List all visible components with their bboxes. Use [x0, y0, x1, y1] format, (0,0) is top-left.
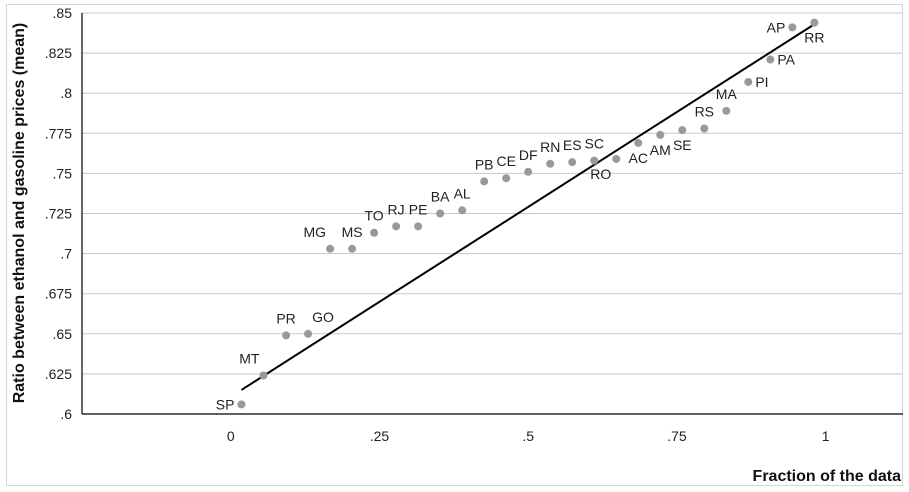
- point-label: MG: [304, 224, 327, 240]
- y-tick-label: .6: [60, 406, 72, 422]
- point-label: DF: [519, 147, 538, 163]
- point-label: AP: [767, 19, 786, 35]
- data-point: [810, 18, 819, 27]
- point-label: GO: [312, 309, 334, 325]
- point-label: AM: [650, 142, 671, 158]
- data-point: [348, 244, 357, 253]
- data-point: [237, 400, 246, 409]
- point-label: PE: [409, 201, 428, 217]
- data-point: [524, 167, 533, 176]
- data-point: [414, 222, 423, 231]
- y-tick-label: .725: [45, 206, 72, 222]
- point-label: PB: [475, 156, 494, 172]
- point-label: MS: [342, 224, 363, 240]
- data-point: [436, 209, 445, 218]
- x-tick-label: 0: [227, 428, 235, 444]
- gridlines: [82, 12, 903, 375]
- point-label: MA: [716, 86, 738, 102]
- point-label: RS: [695, 103, 714, 119]
- point-label: SP: [216, 396, 235, 412]
- data-point: [502, 174, 511, 183]
- data-point: [634, 138, 643, 147]
- data-point: [480, 177, 489, 186]
- data-point: [656, 130, 665, 139]
- y-tick-label: .7: [60, 246, 72, 262]
- chart-frame: [6, 4, 903, 486]
- point-label: RN: [540, 139, 560, 155]
- data-points: [237, 18, 819, 409]
- point-label: PI: [755, 74, 768, 90]
- point-label: RR: [804, 30, 824, 46]
- data-point: [590, 156, 599, 165]
- fit-line-layer: [240, 23, 815, 391]
- y-tick-label: .85: [53, 5, 73, 21]
- data-point: [744, 77, 753, 86]
- y-tick-label: .625: [45, 366, 72, 382]
- x-tick-label: .5: [522, 428, 534, 444]
- data-point: [568, 158, 577, 167]
- fit-line: [240, 23, 815, 391]
- point-label: AC: [629, 150, 648, 166]
- point-label: BA: [431, 189, 450, 205]
- data-point: [678, 126, 687, 135]
- point-label: PR: [276, 310, 295, 326]
- point-label: RJ: [388, 201, 405, 217]
- axes: [81, 13, 903, 415]
- point-label: AL: [454, 185, 471, 201]
- data-point: [612, 154, 621, 163]
- tick-labels: .6 .625 .65 .675 .7 .725 .75 .775 .8 .825 .85 0 .25.…: [45, 5, 830, 444]
- data-point: [370, 228, 379, 237]
- data-point: [546, 159, 555, 168]
- x-tick-label: 1: [822, 428, 830, 444]
- point-label: PA: [777, 52, 795, 68]
- point-label: TO: [365, 208, 384, 224]
- y-tick-label: .8: [60, 85, 72, 101]
- data-point: [259, 371, 268, 380]
- point-label: ES: [563, 137, 582, 153]
- x-tick-label: .25: [370, 428, 390, 444]
- data-point: [766, 55, 775, 64]
- y-axis-title: Ratio between ethanol and gasoline price…: [11, 23, 28, 404]
- y-tick-label: .75: [53, 165, 73, 181]
- point-label: CE: [496, 153, 515, 169]
- data-point: [722, 106, 731, 115]
- data-point: [458, 206, 467, 215]
- y-tick-label: .65: [53, 326, 73, 342]
- point-label: RO: [590, 166, 611, 182]
- data-point: [304, 329, 313, 338]
- point-label: SC: [585, 136, 604, 152]
- y-tick-label: .775: [45, 125, 72, 141]
- data-point: [788, 23, 797, 32]
- point-label: MT: [239, 351, 260, 367]
- data-point: [282, 331, 291, 340]
- y-tick-label: .825: [45, 45, 72, 61]
- point-label: SE: [673, 137, 692, 153]
- data-point: [700, 124, 709, 133]
- x-axis-title: Fraction of the data: [753, 468, 902, 485]
- data-point: [326, 244, 335, 253]
- x-tick-label: .75: [667, 428, 687, 444]
- data-point: [392, 222, 401, 231]
- y-tick-label: .675: [45, 286, 72, 302]
